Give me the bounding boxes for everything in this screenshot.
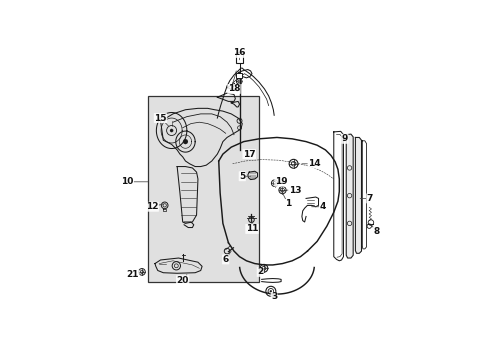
Text: 1: 1: [279, 187, 290, 208]
Text: 20: 20: [176, 275, 188, 285]
Text: 5: 5: [239, 172, 250, 181]
Text: 11: 11: [245, 221, 258, 233]
Circle shape: [170, 129, 173, 132]
Bar: [148, 96, 259, 282]
Bar: [235, 51, 243, 63]
Text: 13: 13: [286, 186, 301, 195]
Text: 16: 16: [233, 48, 245, 60]
Bar: [236, 73, 242, 78]
Text: 10: 10: [121, 177, 148, 186]
Text: 14: 14: [301, 159, 320, 168]
Circle shape: [183, 139, 187, 144]
Text: 4: 4: [311, 202, 325, 211]
Text: 15: 15: [154, 113, 168, 126]
Text: 21: 21: [126, 270, 141, 279]
Text: 7: 7: [359, 194, 372, 203]
Text: 17: 17: [243, 150, 255, 158]
Text: 6: 6: [222, 251, 231, 264]
Text: 12: 12: [145, 202, 163, 211]
Polygon shape: [346, 134, 352, 258]
Text: 19: 19: [274, 177, 287, 186]
Text: 8: 8: [370, 225, 379, 236]
Polygon shape: [355, 138, 361, 253]
Circle shape: [269, 290, 271, 292]
Text: 3: 3: [270, 292, 277, 301]
Text: 9: 9: [341, 134, 347, 143]
Text: 18: 18: [227, 85, 240, 94]
Text: 2: 2: [257, 267, 265, 276]
